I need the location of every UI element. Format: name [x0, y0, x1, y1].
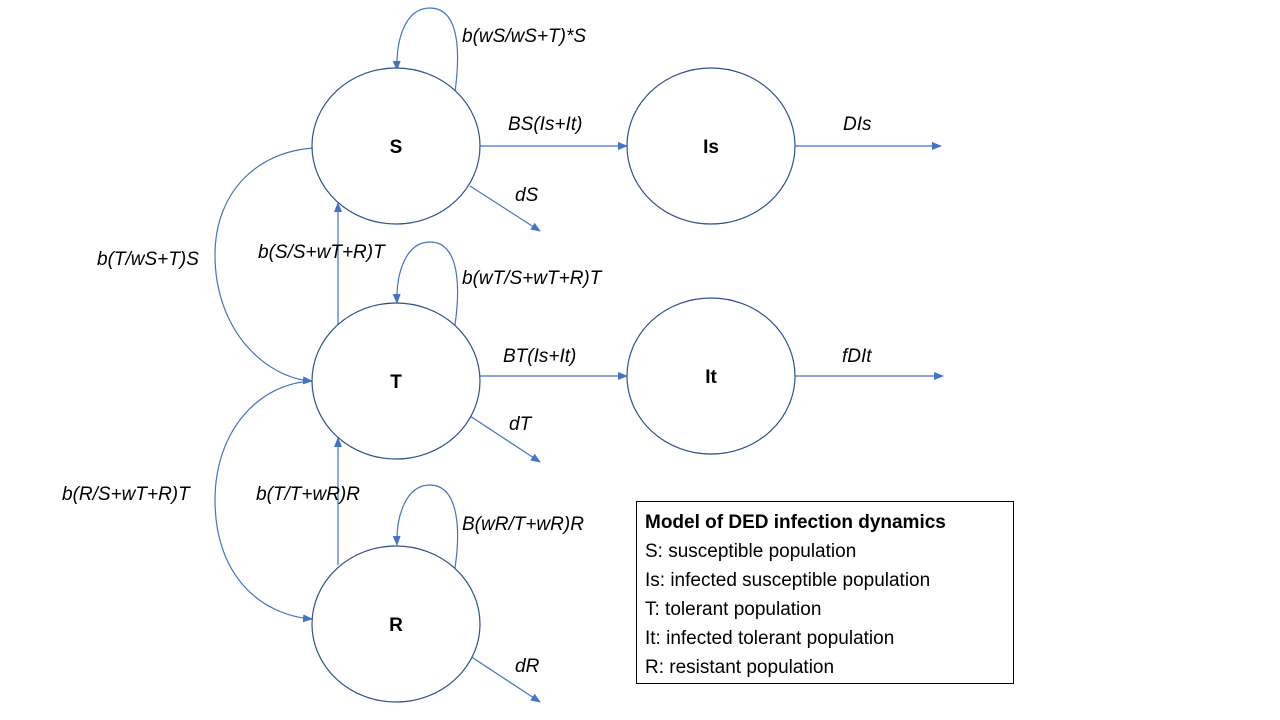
legend-item: T: tolerant population — [645, 599, 822, 620]
rate-r-to-t: b(T/T+wR)R — [256, 484, 360, 505]
rate-s-to-t: b(T/wS+T)S — [97, 249, 199, 270]
legend-item: S: susceptible population — [645, 541, 857, 562]
edge-s-to-t — [214, 147, 317, 385]
node-is: Is — [626, 67, 796, 225]
legend-box: Model of DED infection dynamics S: susce… — [636, 501, 1014, 684]
legend-item: R: resistant population — [645, 657, 835, 678]
node-s: S — [311, 67, 481, 225]
edge-r-self-loop — [392, 484, 459, 569]
rate-t-to-s: b(S/S+wT+R)T — [258, 242, 386, 263]
rate-t-to-r: b(R/S+wT+R)T — [62, 484, 191, 505]
rate-t-death: dT — [509, 414, 533, 435]
legend-title: Model of DED infection dynamics — [645, 512, 946, 533]
edge-t-to-r — [214, 380, 315, 623]
rate-s-death: dS — [515, 185, 539, 206]
edge-s-death — [469, 185, 541, 232]
edge-t-self-loop — [392, 241, 459, 326]
node-is-label: Is — [703, 137, 719, 158]
rate-s-self: b(wS/wS+T)*S — [462, 26, 586, 47]
legend-item: It: infected tolerant population — [645, 628, 895, 649]
legend-item: Is: infected susceptible population — [645, 570, 931, 591]
node-r-label: R — [389, 615, 403, 636]
rate-r-death: dR — [515, 656, 540, 677]
rate-s-to-is: BS(Is+It) — [508, 114, 582, 135]
edge-s-self-loop — [392, 7, 459, 93]
node-t-label: T — [390, 372, 402, 393]
rate-t-to-it: BT(Is+It) — [503, 346, 576, 367]
node-t: T — [311, 302, 481, 460]
node-it-label: It — [705, 367, 717, 388]
edge-r-death — [469, 655, 541, 703]
rate-is-out: DIs — [843, 114, 872, 135]
rate-r-self: B(wR/T+wR)R — [462, 514, 584, 535]
rate-t-self: b(wT/S+wT+R)T — [462, 268, 603, 289]
edge-t-death — [469, 415, 541, 463]
rate-it-out: fDIt — [842, 346, 872, 367]
node-it: It — [626, 297, 796, 455]
node-r: R — [311, 545, 481, 703]
node-s-label: S — [390, 137, 403, 158]
